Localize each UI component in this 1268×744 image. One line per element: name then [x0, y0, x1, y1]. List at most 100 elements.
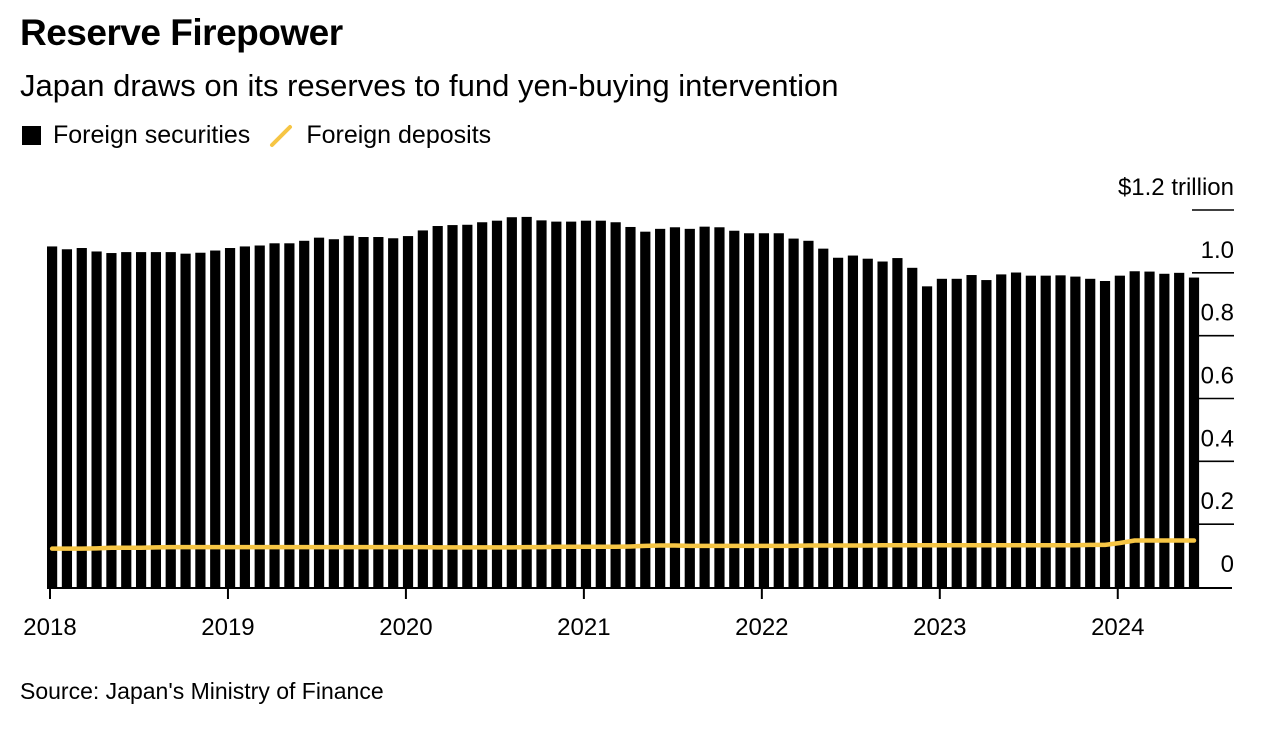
bar	[210, 250, 221, 587]
bar	[432, 226, 443, 587]
y-tick-label: 0.8	[1201, 300, 1234, 327]
bar	[358, 237, 369, 587]
bar	[121, 252, 132, 587]
bar	[1070, 276, 1081, 587]
bar	[551, 221, 562, 587]
legend-label-securities: Foreign securities	[53, 121, 251, 149]
bar	[135, 252, 147, 587]
bar	[966, 275, 977, 587]
bar	[1174, 272, 1185, 587]
legend-line-stroke	[270, 124, 293, 147]
bar	[1085, 278, 1096, 587]
bar	[1025, 275, 1036, 587]
bar	[284, 243, 295, 588]
bar	[580, 220, 592, 587]
bar	[951, 278, 962, 587]
bar	[1188, 277, 1200, 587]
bar	[744, 233, 755, 587]
bar	[640, 231, 651, 587]
legend-item-deposits: Foreign deposits	[268, 121, 491, 150]
bar	[343, 235, 354, 587]
y-tick-label: 1.0	[1201, 237, 1234, 264]
bar	[818, 248, 829, 587]
legend-square-icon	[22, 126, 41, 145]
y-tick-label: 0	[1221, 551, 1234, 578]
y-tick-label: $1.2 trillion	[1118, 174, 1234, 201]
bar	[566, 221, 577, 587]
bar	[388, 238, 399, 587]
bar	[699, 226, 710, 587]
bar	[847, 255, 859, 588]
bar	[224, 248, 236, 587]
bar	[328, 239, 339, 587]
bar	[714, 227, 725, 587]
bar	[595, 220, 606, 587]
bar	[1159, 273, 1170, 587]
bar	[313, 237, 325, 587]
bar	[76, 248, 87, 587]
bar	[91, 251, 102, 587]
bar	[195, 252, 206, 588]
x-tick-label: 2022	[735, 614, 788, 641]
bar	[877, 261, 888, 587]
legend-label-deposits: Foreign deposits	[306, 121, 492, 149]
y-tick-label: 0.6	[1201, 363, 1234, 390]
x-tick-label: 2018	[23, 614, 76, 641]
bar	[506, 217, 517, 588]
chart-subtitle: Japan draws on its reserves to fund yen-…	[20, 68, 839, 103]
bar	[180, 253, 191, 588]
bar	[1010, 272, 1022, 587]
y-tick-label: 0.2	[1201, 488, 1234, 515]
bar	[1040, 275, 1051, 587]
legend: Foreign securities Foreign deposits	[22, 121, 509, 150]
bar	[402, 236, 414, 587]
bar	[477, 222, 488, 587]
bar	[417, 230, 428, 588]
bar	[907, 267, 918, 587]
x-tick-label: 2020	[379, 614, 432, 641]
bar	[299, 240, 310, 588]
bar	[655, 228, 666, 587]
bar	[47, 246, 58, 587]
bar	[788, 238, 799, 587]
x-tick-label: 2024	[1091, 614, 1144, 641]
bar	[625, 226, 636, 587]
bar	[832, 257, 844, 587]
chart-title: Reserve Firepower	[20, 12, 343, 53]
legend-line-icon	[270, 124, 293, 147]
bar	[373, 237, 384, 587]
bar	[936, 278, 947, 587]
bar	[106, 253, 117, 588]
bar	[803, 240, 814, 588]
bar	[521, 216, 532, 587]
bar	[921, 286, 933, 587]
bar	[892, 258, 903, 587]
source-note: Source: Japan's Ministry of Finance	[20, 678, 384, 704]
bar	[165, 252, 176, 587]
bar	[684, 228, 695, 587]
bar	[254, 245, 265, 587]
bar	[669, 227, 681, 587]
bar	[758, 233, 770, 587]
bar	[536, 220, 547, 587]
bar	[1144, 271, 1155, 587]
bar	[447, 225, 458, 587]
bar	[239, 246, 250, 587]
bar	[462, 224, 473, 587]
x-tick-label: 2021	[557, 614, 610, 641]
bar	[1099, 281, 1111, 587]
bar	[269, 243, 280, 588]
bar	[491, 220, 503, 587]
bar	[150, 252, 162, 587]
bar	[1114, 275, 1125, 587]
bar	[862, 258, 873, 587]
bar	[981, 280, 992, 587]
x-tick-label: 2023	[913, 614, 966, 641]
legend-item-securities: Foreign securities	[22, 121, 250, 150]
deposits-line	[49, 538, 1197, 551]
bar	[729, 230, 740, 588]
bar	[773, 233, 784, 587]
bar	[610, 222, 621, 587]
y-tick-label: 0.4	[1201, 425, 1234, 452]
